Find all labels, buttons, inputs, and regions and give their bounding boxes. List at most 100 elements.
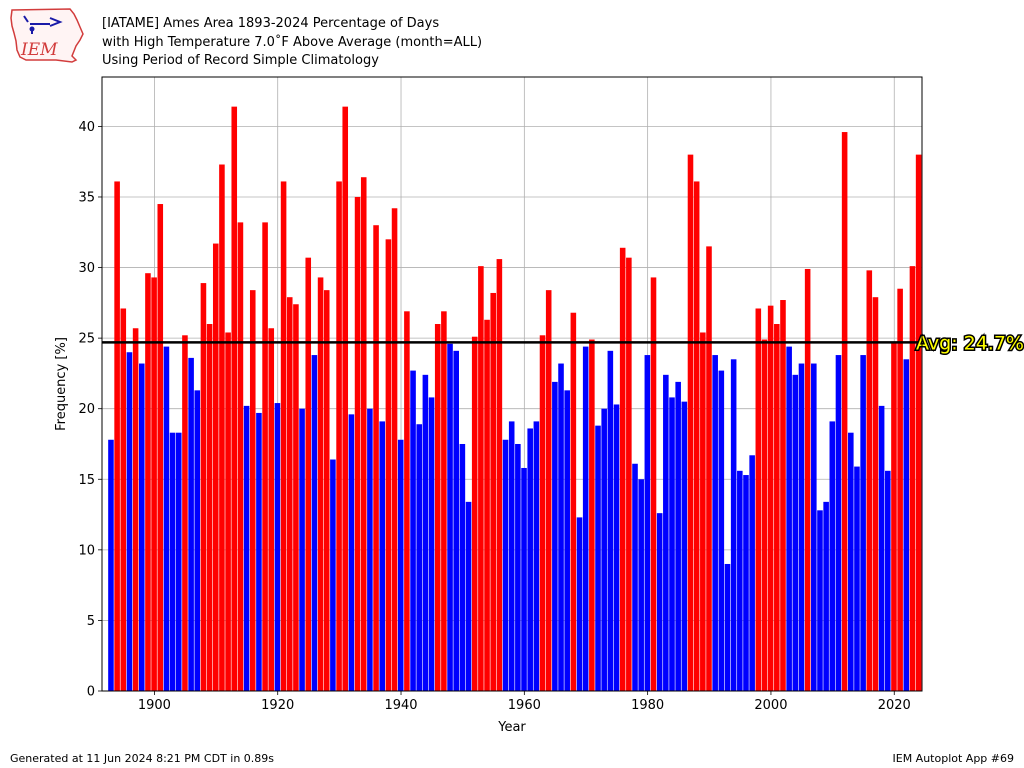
bar-1977	[626, 257, 632, 691]
bar-1936	[373, 225, 379, 691]
average-label: Avg: 24.7%	[916, 332, 1024, 354]
bar-2006	[804, 268, 811, 691]
x-tick-label: 1900	[138, 698, 171, 713]
bar-1909	[206, 324, 213, 691]
bar-1895	[120, 308, 127, 691]
bar-1956	[496, 259, 503, 691]
x-axis-ticks: 1900 1920 1940 1960 1980 2000 2020	[138, 691, 911, 713]
bar-1985	[675, 381, 681, 691]
bar-2019	[885, 470, 891, 691]
footer-generated: Generated at 11 Jun 2024 8:21 PM CDT in …	[10, 752, 275, 765]
y-axis-label: Frequency [%]	[54, 337, 69, 431]
x-tick-label: 2020	[878, 698, 911, 713]
bar-1971	[589, 339, 595, 691]
bar-1998	[755, 308, 762, 691]
x-tick-label: 1940	[384, 698, 417, 713]
bar-1908	[200, 283, 207, 691]
y-tick-label: 5	[87, 614, 95, 629]
bar-1983	[663, 374, 669, 691]
footer-app-id: IEM Autoplot App #69	[892, 752, 1015, 765]
bar-2016	[866, 270, 873, 691]
bar-1973	[601, 408, 607, 691]
bar-1899	[145, 273, 151, 691]
bar-1970	[582, 346, 589, 691]
bar-1931	[342, 106, 349, 691]
bar-2003	[786, 346, 792, 691]
bar-1967	[564, 390, 570, 691]
bar-2021	[897, 288, 903, 691]
bar-1925	[305, 257, 312, 691]
y-axis-ticks: 0 5 10 15 20 25 30 35 40	[78, 120, 102, 700]
bar-1923	[293, 304, 299, 691]
bar-1933	[354, 196, 361, 692]
bar-1918	[262, 222, 268, 691]
bar-1893	[108, 439, 114, 691]
bar-1980	[644, 355, 651, 691]
bar-2002	[780, 300, 786, 691]
bar-1917	[256, 412, 262, 691]
bar-1961	[527, 428, 533, 691]
bar-2017	[872, 297, 879, 691]
bar-1945	[428, 397, 435, 691]
bar-1906	[188, 357, 194, 691]
bar-1926	[311, 355, 318, 691]
bar-1948	[447, 343, 453, 691]
bar-1981	[650, 277, 657, 691]
bar-1986	[681, 401, 688, 691]
bar-1959	[515, 443, 521, 691]
bar-1922	[286, 297, 293, 691]
bar-1958	[508, 421, 515, 691]
y-tick-label: 20	[78, 402, 95, 417]
bar-1976	[619, 247, 626, 692]
bar-2008	[817, 510, 823, 691]
x-tick-label: 1980	[631, 698, 664, 713]
bar-1996	[743, 475, 749, 691]
chart-title-line-3: Using Period of Record Simple Climatolog…	[102, 53, 379, 68]
bar-1974	[607, 350, 614, 691]
bar-1894	[114, 181, 120, 691]
average-layer: Avg: 24.7%	[102, 331, 1024, 356]
bar-1914	[237, 222, 244, 691]
bar-1937	[379, 421, 386, 691]
bar-1911	[219, 164, 225, 691]
bar-1903	[169, 432, 176, 691]
bar-1912	[225, 332, 231, 691]
bar-1944	[422, 374, 429, 691]
bar-2009	[823, 501, 829, 691]
bar-1940	[397, 439, 404, 691]
bar-2011	[835, 355, 842, 691]
y-tick-label: 15	[78, 473, 95, 488]
weather-dot-icon	[29, 26, 35, 32]
bar-1990	[706, 246, 712, 691]
bar-1972	[595, 425, 601, 691]
bar-series	[108, 106, 922, 692]
bar-1896	[126, 352, 133, 691]
iem-logo: IEM	[10, 8, 84, 63]
bar-1934	[360, 177, 367, 692]
bar-1987	[687, 154, 694, 691]
bar-1954	[484, 319, 490, 691]
bar-2022	[903, 359, 910, 691]
bar-2015	[860, 355, 866, 691]
bar-1943	[416, 424, 423, 691]
iowa-outline-icon	[10, 8, 84, 63]
bar-1953	[478, 266, 484, 691]
bar-1993	[724, 563, 731, 691]
chart-title-line-2: with High Temperature 7.0˚F Above Averag…	[102, 35, 483, 50]
bar-1960	[521, 467, 527, 691]
bar-1904	[175, 432, 182, 691]
bar-1910	[212, 243, 219, 691]
bar-1924	[299, 408, 305, 691]
bar-1951	[465, 501, 472, 691]
bar-1966	[558, 363, 564, 691]
bar-1900	[151, 277, 157, 691]
bar-2023	[909, 266, 916, 691]
bar-1935	[367, 408, 373, 691]
y-tick-label: 30	[78, 261, 95, 276]
bar-1947	[441, 311, 447, 691]
weather-glyph-icon	[23, 15, 63, 34]
bar-1942	[410, 370, 416, 691]
bar-1939	[391, 208, 398, 691]
bar-1975	[613, 404, 620, 691]
bar-1964	[545, 290, 552, 691]
